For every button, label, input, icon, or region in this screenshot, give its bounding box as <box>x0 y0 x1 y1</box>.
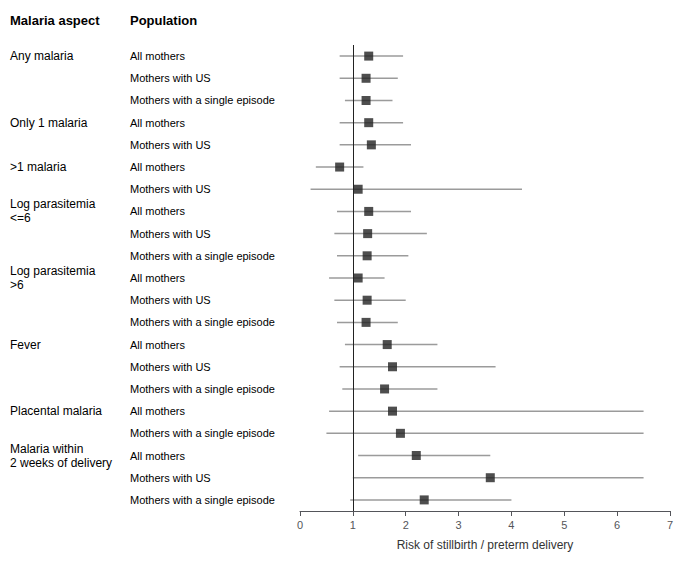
svg-text:Log parasitemia: Log parasitemia <box>10 264 96 278</box>
svg-text:7: 7 <box>667 519 673 531</box>
svg-text:Mothers with a single episode: Mothers with a single episode <box>130 494 275 506</box>
svg-text:Mothers with a single episode: Mothers with a single episode <box>130 250 275 262</box>
svg-text:All mothers: All mothers <box>130 50 186 62</box>
svg-text:All mothers: All mothers <box>130 117 186 129</box>
svg-text:<=6: <=6 <box>10 211 31 225</box>
svg-text:Only 1 malaria: Only 1 malaria <box>10 116 88 130</box>
svg-text:Malaria aspect: Malaria aspect <box>10 13 100 28</box>
svg-text:>1 malaria: >1 malaria <box>10 160 67 174</box>
svg-text:Population: Population <box>130 13 197 28</box>
svg-text:All mothers: All mothers <box>130 272 186 284</box>
svg-text:Mothers with US: Mothers with US <box>130 183 211 195</box>
svg-text:6: 6 <box>614 519 620 531</box>
svg-text:Mothers with US: Mothers with US <box>130 72 211 84</box>
svg-text:1: 1 <box>350 519 356 531</box>
svg-text:Mothers with US: Mothers with US <box>130 472 211 484</box>
svg-text:2 weeks of delivery: 2 weeks of delivery <box>10 456 112 470</box>
svg-text:Placental malaria: Placental malaria <box>10 404 102 418</box>
svg-text:Risk of stillbirth / preterm d: Risk of stillbirth / preterm delivery <box>397 538 574 552</box>
svg-text:Any malaria: Any malaria <box>10 49 74 63</box>
svg-text:Mothers with a single episode: Mothers with a single episode <box>130 427 275 439</box>
svg-text:Mothers with a single episode: Mothers with a single episode <box>130 94 275 106</box>
svg-text:>6: >6 <box>10 278 24 292</box>
svg-text:Mothers with US: Mothers with US <box>130 361 211 373</box>
svg-text:All mothers: All mothers <box>130 339 186 351</box>
svg-text:Mothers with a single episode: Mothers with a single episode <box>130 383 275 395</box>
svg-text:All mothers: All mothers <box>130 205 186 217</box>
svg-text:2: 2 <box>403 519 409 531</box>
svg-text:Mothers with US: Mothers with US <box>130 228 211 240</box>
svg-text:5: 5 <box>561 519 567 531</box>
svg-text:Malaria within: Malaria within <box>10 442 83 456</box>
svg-text:Mothers with US: Mothers with US <box>130 139 211 151</box>
svg-text:All mothers: All mothers <box>130 405 186 417</box>
svg-text:0: 0 <box>297 519 303 531</box>
svg-text:Fever: Fever <box>10 338 41 352</box>
svg-text:All mothers: All mothers <box>130 450 186 462</box>
svg-text:3: 3 <box>456 519 462 531</box>
svg-text:Log parasitemia: Log parasitemia <box>10 197 96 211</box>
svg-text:All mothers: All mothers <box>130 161 186 173</box>
svg-text:Mothers with a single episode: Mothers with a single episode <box>130 316 275 328</box>
svg-text:Mothers with US: Mothers with US <box>130 294 211 306</box>
svg-text:4: 4 <box>508 519 514 531</box>
